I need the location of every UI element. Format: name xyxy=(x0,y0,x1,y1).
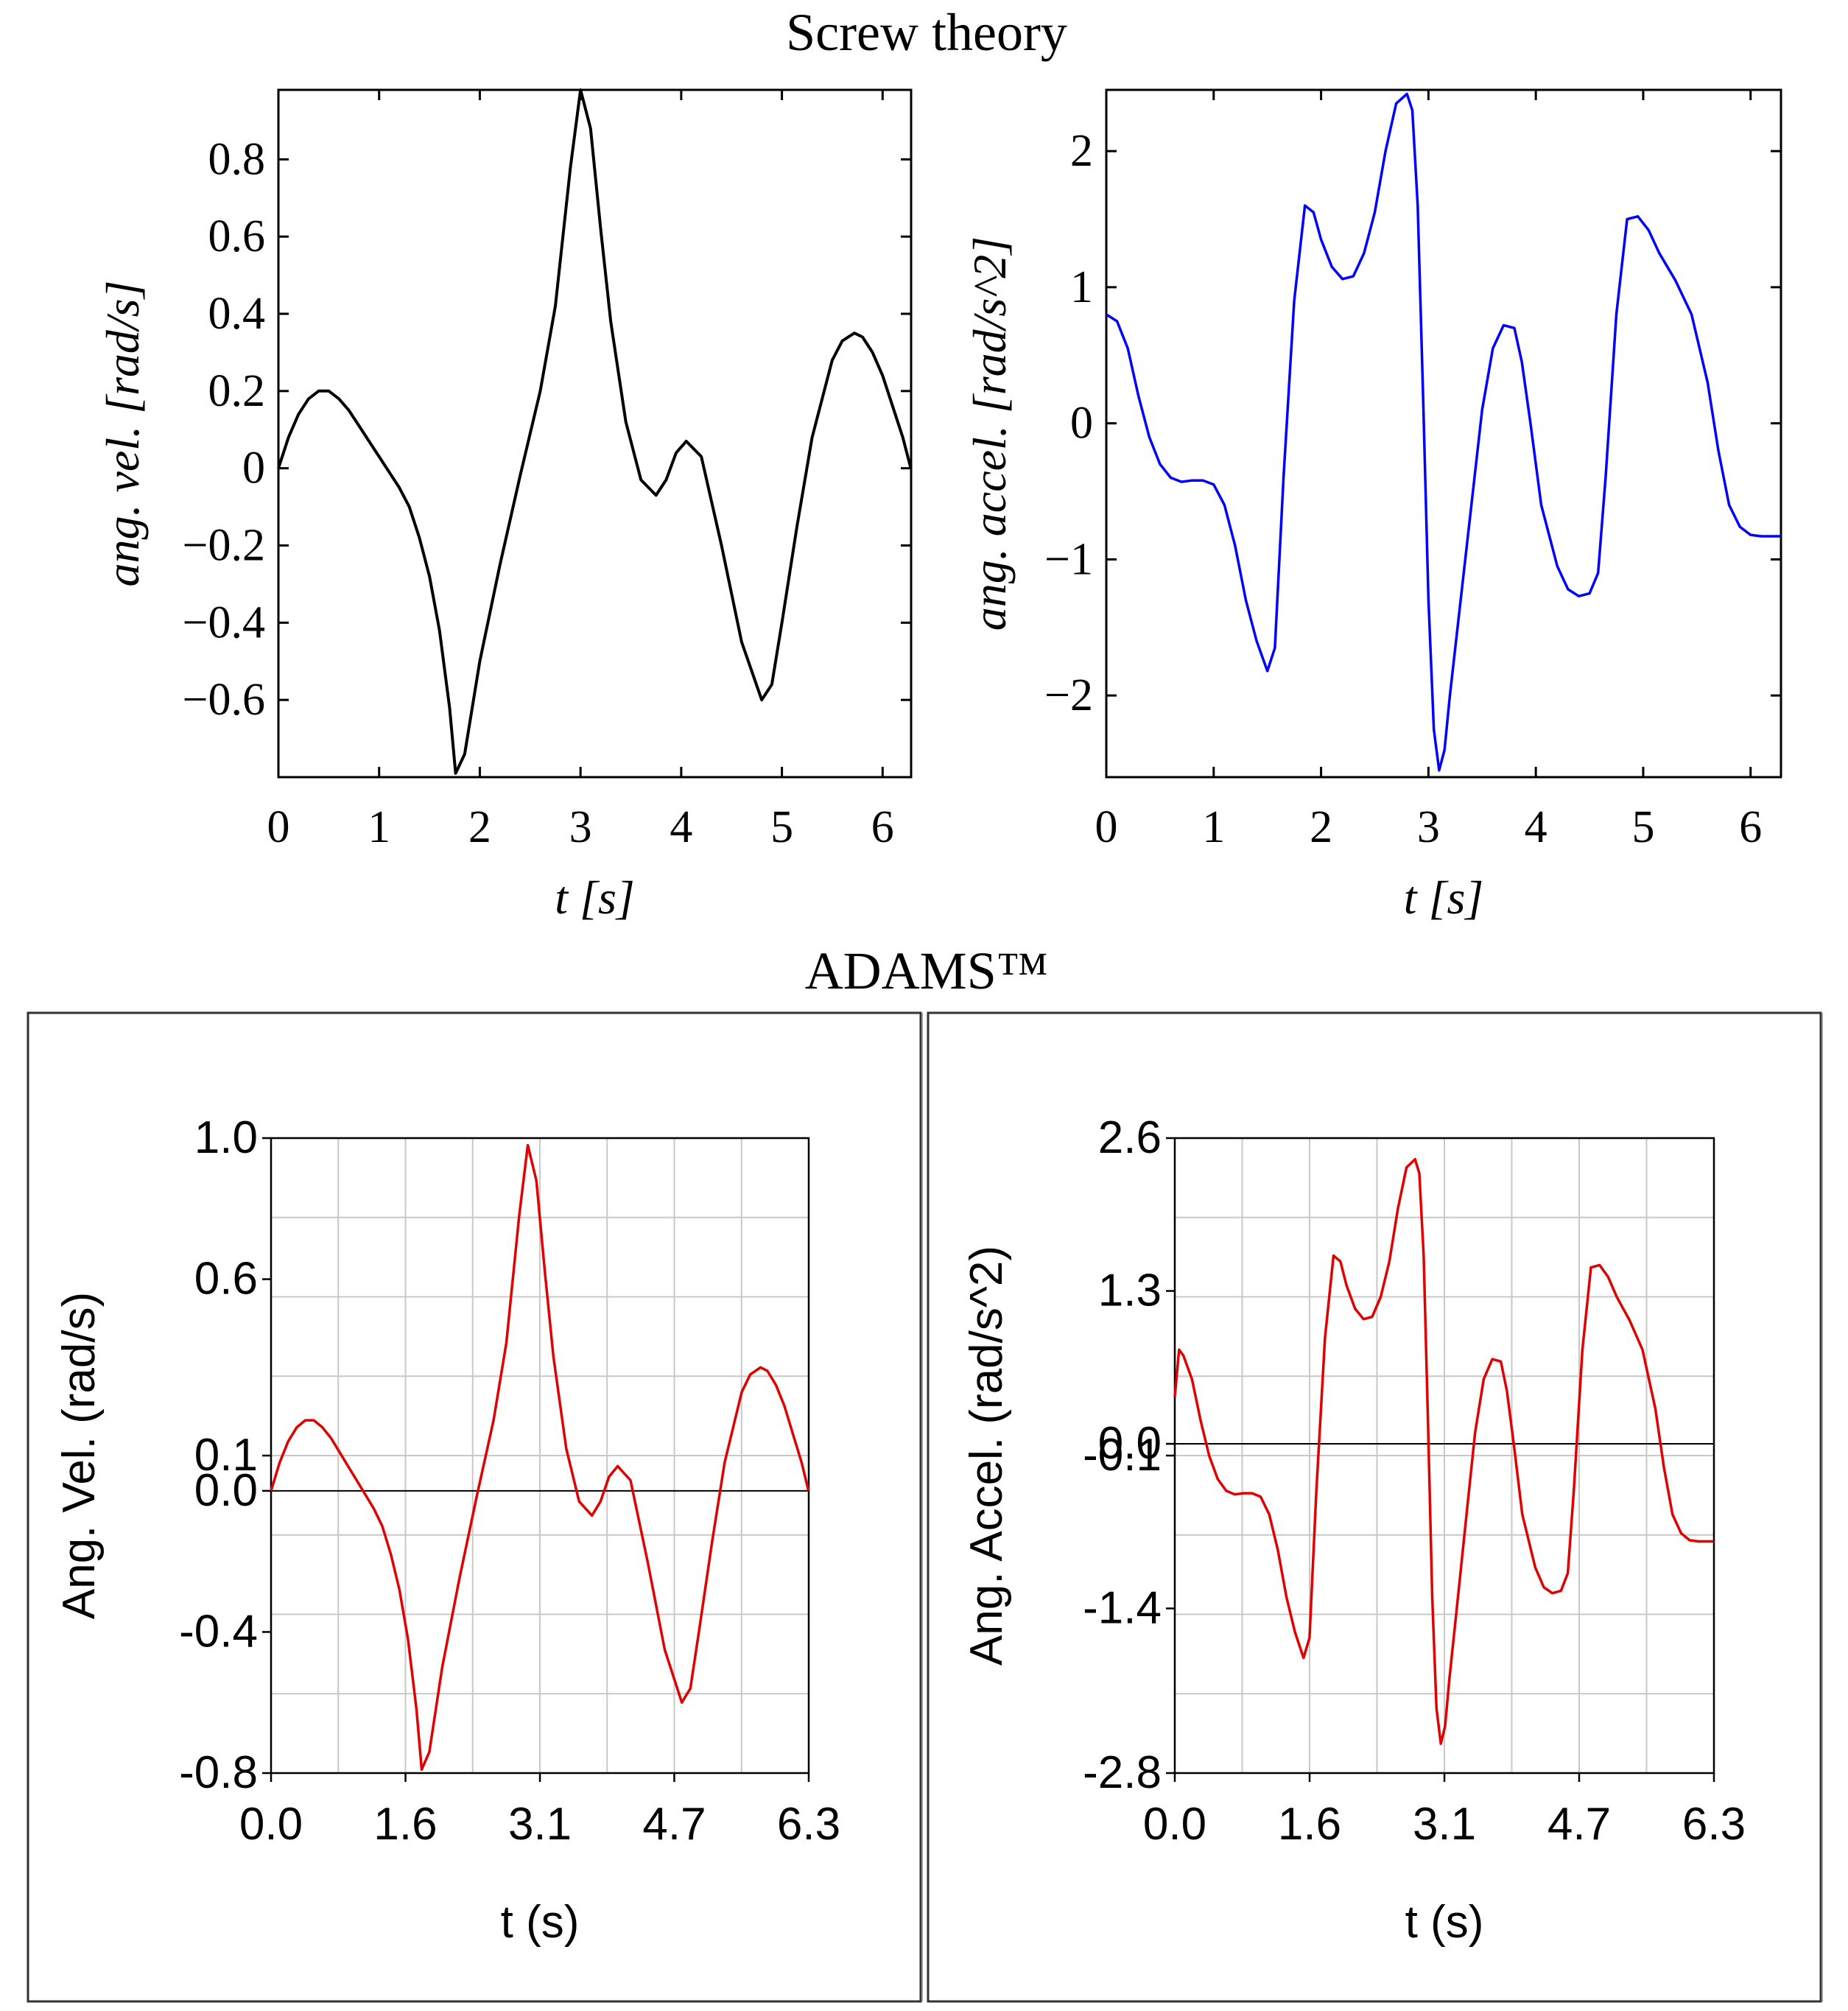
x-tick-label: 0 xyxy=(1095,802,1118,852)
y-tick-label: −1 xyxy=(1044,534,1093,584)
grid-lines xyxy=(271,1138,809,1773)
screw-velocity-chart: 0 1 2 3 4 5 6 0.8 0.6 0.4 0.2 0 −0.2 −0.4 −0.6 t [s] ang… xyxy=(96,88,913,924)
adams-left-frame xyxy=(27,1011,922,2003)
y-axis-label: Ang. Vel. (rad/s) xyxy=(54,1292,105,1620)
x-axis-label: t (s) xyxy=(501,1897,580,1948)
x-tick-label: 4.7 xyxy=(642,1799,706,1850)
x-tick-label: 0.0 xyxy=(1143,1799,1206,1850)
x-axis-label: t [s] xyxy=(555,871,635,924)
y-tick-label: 0.8 xyxy=(208,134,266,184)
y-axis-label: ang. vel. [rad/s] xyxy=(96,281,149,587)
y-tick-label: 0.4 xyxy=(208,289,266,339)
y-tick-label: 0.6 xyxy=(208,211,266,262)
x-tick-label: 2 xyxy=(1310,802,1332,852)
series-line xyxy=(270,1143,810,1771)
y-tick-label: 1.3 xyxy=(1098,1266,1162,1316)
y-tick-label: -0.8 xyxy=(179,1747,258,1798)
x-tick-label: 0 xyxy=(267,802,290,852)
x-tick-label: 3 xyxy=(569,802,592,852)
y-tick-label: -0.1 xyxy=(1083,1430,1162,1481)
x-tick-label: 4 xyxy=(670,802,692,852)
plot-frame xyxy=(1105,88,1782,779)
x-tick-label: 6.3 xyxy=(777,1799,840,1850)
y-tick-label: −0.6 xyxy=(183,675,265,725)
x-tick-label: 1.6 xyxy=(1278,1799,1341,1850)
y-axis-label: ang. accel. [rad/s^2] xyxy=(963,236,1016,631)
x-tick-label: 4.7 xyxy=(1547,1799,1611,1850)
x-tick-label: 1 xyxy=(1202,802,1225,852)
x-tick-label: 6 xyxy=(1739,802,1762,852)
y-tick-label: 0.0 xyxy=(1098,1418,1162,1469)
x-tick-label: 3 xyxy=(1417,802,1440,852)
adams-title: ADAMS™ xyxy=(805,941,1049,1000)
x-tick-label: 2 xyxy=(468,802,491,852)
adams-panel-frames xyxy=(27,1011,1823,2003)
x-tick-label: 6 xyxy=(871,802,894,852)
x-tick-label: 4 xyxy=(1525,802,1547,852)
y-tick-label: 1.0 xyxy=(194,1112,258,1163)
adams-right-frame xyxy=(927,1011,1822,2003)
y-tick-label: 1 xyxy=(1070,262,1093,312)
y-tick-label: -0.4 xyxy=(179,1606,258,1657)
x-tick-label: 3.1 xyxy=(508,1799,572,1850)
y-tick-label: 2 xyxy=(1070,126,1093,176)
x-tick-label: 3.1 xyxy=(1413,1799,1476,1850)
x-axis-label: t (s) xyxy=(1405,1897,1484,1948)
y-tick-label: 0.1 xyxy=(194,1430,258,1481)
plot-frame xyxy=(277,88,913,779)
y-tick-label: 0 xyxy=(242,443,265,494)
y-tick-label: −2 xyxy=(1044,670,1093,720)
x-tick-label: 1 xyxy=(368,802,390,852)
grid-lines xyxy=(1175,1138,1714,1773)
y-tick-label: 0.2 xyxy=(208,366,266,416)
adams-acceleration-chart: 0.0 1.6 3.1 4.7 6.32.61.30.0-0.1-1.4-2.8t (s… xyxy=(961,1112,1746,1948)
y-tick-label: 0.0 xyxy=(194,1465,258,1516)
x-tick-label: 6.3 xyxy=(1682,1799,1746,1850)
series-line xyxy=(1106,92,1781,772)
x-tick-label: 0.0 xyxy=(239,1799,303,1850)
x-tick-label: 5 xyxy=(1631,802,1654,852)
x-tick-label: 5 xyxy=(770,802,793,852)
y-tick-label: -1.4 xyxy=(1083,1583,1162,1634)
x-axis-label: t [s] xyxy=(1404,871,1484,924)
y-tick-label: −0.2 xyxy=(183,521,265,571)
series-line xyxy=(277,88,913,775)
series-line xyxy=(1173,1157,1714,1745)
y-tick-label: 0.6 xyxy=(194,1254,258,1305)
y-tick-label: -2.8 xyxy=(1083,1747,1162,1798)
screw-acceleration-chart: 0 1 2 3 4 5 6 2 1 0 −1 −2 t [s] ang. accel. [rad/s^2] xyxy=(963,88,1782,924)
y-tick-label: 0 xyxy=(1070,399,1093,449)
y-tick-label: 2.6 xyxy=(1098,1112,1162,1163)
y-axis-label: Ang. Accel. (rad/s^2) xyxy=(961,1246,1012,1666)
y-tick-label: −0.4 xyxy=(183,597,265,647)
x-tick-label: 1.6 xyxy=(373,1799,437,1850)
adams-velocity-chart: 0.0 1.6 3.1 4.7 6.31.00.60.10.0-0.4-0.8t (s)… xyxy=(54,1112,840,1948)
screw-theory-title: Screw theory xyxy=(786,3,1067,62)
